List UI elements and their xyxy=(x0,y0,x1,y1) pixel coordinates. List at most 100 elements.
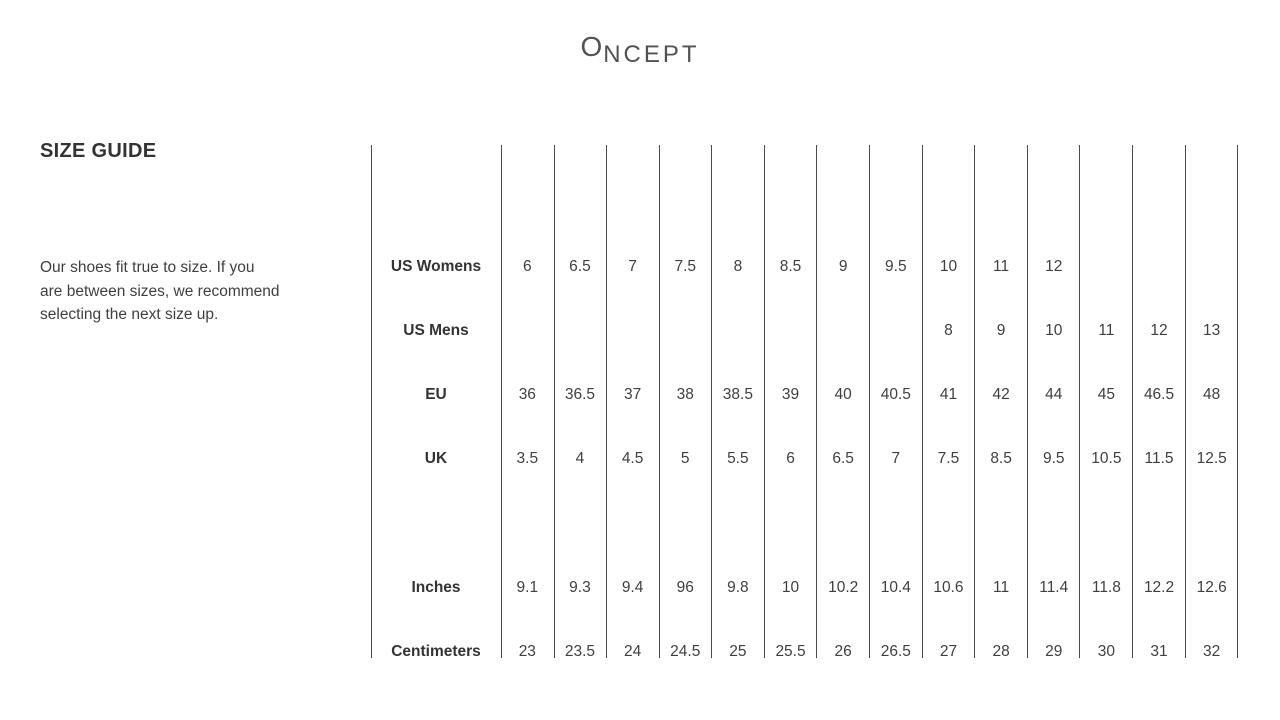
size-cell xyxy=(1080,491,1133,556)
size-cell xyxy=(817,491,870,556)
size-table: US Womens 6 6.5 7 7.5 8 8.5 9 9.5 10 11 12 US Mens 8 9… xyxy=(371,145,1238,690)
size-cell xyxy=(1027,491,1080,556)
logo-rest-letters: NCEPT xyxy=(603,41,700,68)
size-cell xyxy=(869,491,922,556)
size-cell: 42 xyxy=(992,386,1010,403)
size-table-top-spacer xyxy=(371,145,1238,235)
size-cell xyxy=(606,491,659,556)
size-cell: 46.5 xyxy=(1143,386,1175,403)
size-cell: 4 xyxy=(575,450,585,467)
size-cell xyxy=(554,299,607,363)
size-cell: 10.2 xyxy=(828,579,859,596)
size-cell: 36 xyxy=(518,386,536,403)
size-cell: 11 xyxy=(1098,322,1115,339)
row-label-inches: Inches xyxy=(411,579,461,596)
size-cell xyxy=(501,299,554,363)
page-title: SIZE GUIDE xyxy=(40,140,157,162)
row-spacer xyxy=(371,491,501,556)
size-cell: 12.2 xyxy=(1143,579,1175,596)
size-cell: 26.5 xyxy=(880,643,911,660)
size-cell xyxy=(1185,235,1238,299)
size-cell xyxy=(817,299,870,363)
size-cell: 7.5 xyxy=(937,450,960,467)
size-cell: 12 xyxy=(1045,258,1063,275)
size-cell: 29 xyxy=(1045,643,1063,660)
size-cell: 23 xyxy=(518,643,536,660)
size-cell: 7 xyxy=(891,450,901,467)
size-cell: 9.5 xyxy=(1042,450,1065,467)
size-cell: 23.5 xyxy=(564,643,596,660)
size-cell xyxy=(764,491,817,556)
fit-note-line: are between sizes, we recommend xyxy=(40,282,280,300)
size-cell: 3.5 xyxy=(516,450,539,467)
size-cell: 25.5 xyxy=(775,643,806,660)
size-cell: 28 xyxy=(992,643,1010,660)
size-cell: 8.5 xyxy=(990,450,1012,467)
size-cell xyxy=(659,299,712,363)
size-cell: 10 xyxy=(1045,322,1063,339)
fit-note-line: Our shoes fit true to size. If you xyxy=(40,259,255,276)
size-cell: 10.6 xyxy=(933,579,964,596)
size-cell: 6 xyxy=(786,450,795,467)
row-label-us-mens: US Mens xyxy=(403,322,469,339)
size-cell: 7.5 xyxy=(674,258,697,275)
size-cell: 39 xyxy=(781,386,800,403)
size-cell: 4.5 xyxy=(621,450,644,467)
size-cell: 24.5 xyxy=(670,643,701,660)
size-cell: 6 xyxy=(523,258,532,275)
size-cell: 8 xyxy=(944,322,953,339)
size-table-grid: US Womens 6 6.5 7 7.5 8 8.5 9 9.5 10 11 12 US Mens 8 9… xyxy=(371,145,1238,684)
size-cell: 10.4 xyxy=(880,579,911,596)
size-cell xyxy=(554,491,607,556)
row-label-eu: EU xyxy=(425,386,447,403)
size-cell: 12.5 xyxy=(1196,450,1227,467)
size-cell xyxy=(1080,235,1133,299)
row-label-us-womens: US Womens xyxy=(390,258,482,275)
size-cell: 5.5 xyxy=(727,450,749,467)
size-cell xyxy=(659,491,712,556)
size-cell xyxy=(606,299,659,363)
size-cell: 96 xyxy=(676,579,694,596)
size-cell: 8 xyxy=(733,258,743,275)
size-cell: 11.8 xyxy=(1091,579,1121,596)
size-cell: 10 xyxy=(781,579,800,596)
fit-note: Our shoes fit true to size. If you are b… xyxy=(40,256,280,327)
size-cell: 9.1 xyxy=(516,579,539,596)
size-cell: 9 xyxy=(996,322,1006,339)
size-cell: 41 xyxy=(939,386,958,403)
size-cell: 9.8 xyxy=(727,579,749,596)
size-cell xyxy=(712,299,765,363)
size-cell xyxy=(1185,491,1238,556)
size-cell: 7 xyxy=(628,258,637,275)
size-cell: 6.5 xyxy=(832,450,854,467)
size-cell: 10.5 xyxy=(1091,450,1122,467)
size-cell: 38 xyxy=(676,386,694,403)
size-cell: 44 xyxy=(1045,386,1063,403)
size-cell: 12.6 xyxy=(1196,579,1227,596)
size-cell: 38.5 xyxy=(722,386,753,403)
size-cell: 36.5 xyxy=(564,386,596,403)
size-cell xyxy=(1133,491,1186,556)
size-cell: 31 xyxy=(1150,643,1168,660)
brand-logo: O NCEPT xyxy=(0,31,1280,68)
size-cell: 9.3 xyxy=(569,579,591,596)
size-cell xyxy=(975,491,1028,556)
size-cell: 40 xyxy=(834,386,852,403)
size-cell: 5 xyxy=(680,450,690,467)
size-cell: 40.5 xyxy=(880,386,911,403)
size-cell: 10 xyxy=(939,258,958,275)
size-cell: 9.5 xyxy=(885,258,907,275)
size-cell: 26 xyxy=(834,643,852,660)
logo-o-letter: O xyxy=(580,31,604,62)
size-cell: 12 xyxy=(1150,322,1168,339)
row-label-uk: UK xyxy=(424,450,448,467)
size-cell xyxy=(869,299,922,363)
size-cell xyxy=(501,491,554,556)
row-label-centimeters: Centimeters xyxy=(391,643,481,660)
size-cell: 24 xyxy=(623,643,642,660)
size-cell xyxy=(764,299,817,363)
size-cell: 32 xyxy=(1203,643,1221,660)
size-cell: 37 xyxy=(623,386,642,403)
size-cell: 9.4 xyxy=(621,579,644,596)
